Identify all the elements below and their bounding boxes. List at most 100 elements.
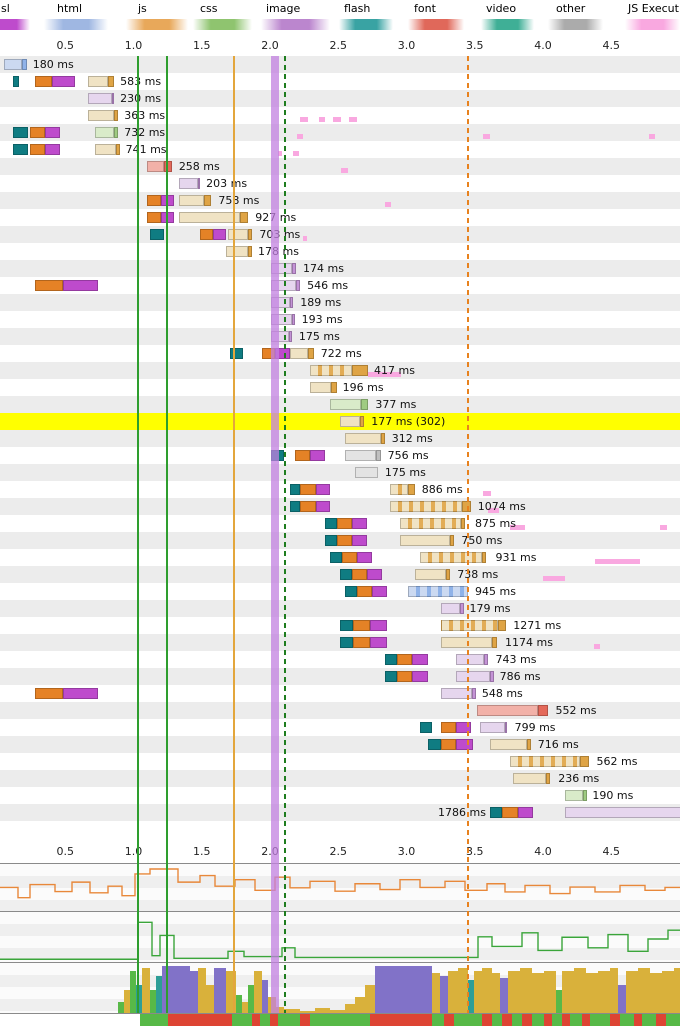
waterfall-row[interactable]: 703 ms: [0, 226, 680, 243]
waterfall-row[interactable]: 179 ms: [0, 600, 680, 617]
request-bar-segment[interactable]: [339, 637, 354, 648]
request-bar-segment[interactable]: [197, 178, 201, 189]
request-bar-segment[interactable]: [29, 127, 45, 138]
request-bar-segment[interactable]: [380, 433, 385, 444]
waterfall-row[interactable]: 363 ms: [0, 107, 680, 124]
request-bar-segment[interactable]: [88, 93, 112, 104]
request-bar-segment[interactable]: [290, 501, 301, 512]
request-bar-segment[interactable]: [489, 807, 503, 818]
waterfall-row[interactable]: 732 ms: [0, 124, 680, 141]
request-bar-segment[interactable]: [353, 637, 370, 648]
request-bar-segment[interactable]: [564, 790, 583, 801]
request-bar-segment[interactable]: [316, 484, 331, 495]
request-bar-segment[interactable]: [407, 586, 468, 597]
request-bar-segment[interactable]: [290, 484, 301, 495]
request-bar-segment[interactable]: [361, 399, 369, 410]
request-bar-segment[interactable]: [35, 688, 63, 699]
request-bar-segment[interactable]: [390, 501, 463, 512]
request-bar-segment[interactable]: [477, 705, 538, 716]
waterfall-row[interactable]: 583 ms: [0, 73, 680, 90]
waterfall-row[interactable]: 716 ms: [0, 736, 680, 753]
request-bar-segment[interactable]: [396, 671, 412, 682]
request-bar-segment[interactable]: [88, 110, 115, 121]
request-bar-segment[interactable]: [178, 212, 240, 223]
request-bar-segment[interactable]: [290, 348, 309, 359]
request-bar-segment[interactable]: [88, 76, 108, 87]
request-bar-segment[interactable]: [271, 263, 292, 274]
request-bar-segment[interactable]: [51, 76, 75, 87]
request-bar-segment[interactable]: [227, 229, 249, 240]
waterfall-row[interactable]: 722 ms: [0, 345, 680, 362]
request-bar-segment[interactable]: [149, 229, 164, 240]
request-bar-segment[interactable]: [455, 722, 471, 733]
request-bar-segment[interactable]: [204, 195, 212, 206]
request-bar-segment[interactable]: [537, 705, 549, 716]
waterfall-row[interactable]: 786 ms: [0, 668, 680, 685]
request-bar-segment[interactable]: [226, 246, 249, 257]
waterfall-row[interactable]: 562 ms: [0, 753, 680, 770]
request-bar-segment[interactable]: [440, 688, 473, 699]
request-bar-segment[interactable]: [489, 739, 527, 750]
request-bar-segment[interactable]: [147, 161, 164, 172]
request-bar-segment[interactable]: [384, 671, 397, 682]
request-bar-segment[interactable]: [345, 586, 358, 597]
request-bar-segment[interactable]: [62, 280, 98, 291]
waterfall-row[interactable]: 177 ms (302): [0, 413, 680, 430]
request-bar-segment[interactable]: [351, 365, 369, 376]
request-bar-segment[interactable]: [366, 569, 382, 580]
waterfall-row[interactable]: 189 ms: [0, 294, 680, 311]
request-bar-segment[interactable]: [480, 722, 505, 733]
request-bar-segment[interactable]: [336, 518, 352, 529]
request-bar-segment[interactable]: [472, 688, 477, 699]
request-bar-segment[interactable]: [294, 450, 310, 461]
request-bar-segment[interactable]: [353, 620, 370, 631]
waterfall-row[interactable]: 738 ms: [0, 566, 680, 583]
waterfall-row[interactable]: 756 ms: [0, 447, 680, 464]
request-bar-segment[interactable]: [579, 756, 590, 767]
waterfall-row[interactable]: 417 ms: [0, 362, 680, 379]
request-bar-segment[interactable]: [35, 280, 63, 291]
request-bar-segment[interactable]: [178, 178, 198, 189]
request-bar-segment[interactable]: [271, 297, 291, 308]
request-bar-segment[interactable]: [21, 59, 28, 70]
request-bar-segment[interactable]: [360, 416, 365, 427]
request-bar-segment[interactable]: [336, 535, 352, 546]
request-bar-segment[interactable]: [239, 212, 249, 223]
waterfall-row[interactable]: 175 ms: [0, 328, 680, 345]
request-bar-segment[interactable]: [420, 552, 482, 563]
request-bar-segment[interactable]: [440, 722, 456, 733]
request-bar-segment[interactable]: [3, 59, 22, 70]
request-bar-segment[interactable]: [345, 450, 377, 461]
waterfall-row[interactable]: 236 ms: [0, 770, 680, 787]
waterfall-row[interactable]: 174 ms: [0, 260, 680, 277]
request-bar-segment[interactable]: [399, 535, 451, 546]
request-bar-segment[interactable]: [396, 654, 412, 665]
request-bar-segment[interactable]: [44, 144, 60, 155]
request-bar-segment[interactable]: [330, 552, 343, 563]
request-bar-segment[interactable]: [147, 212, 161, 223]
request-bar-segment[interactable]: [114, 110, 119, 121]
request-bar-segment[interactable]: [115, 144, 120, 155]
request-bar-segment[interactable]: [324, 535, 337, 546]
request-bar-segment[interactable]: [13, 76, 19, 87]
request-bar-segment[interactable]: [411, 671, 429, 682]
request-bar-segment[interactable]: [502, 807, 519, 818]
request-bar-segment[interactable]: [178, 195, 205, 206]
waterfall-row[interactable]: 193 ms: [0, 311, 680, 328]
waterfall-row[interactable]: 945 ms: [0, 583, 680, 600]
request-bar-segment[interactable]: [351, 518, 367, 529]
request-bar-segment[interactable]: [291, 314, 295, 325]
request-bar-segment[interactable]: [248, 229, 253, 240]
request-bar-segment[interactable]: [295, 280, 301, 291]
request-bar-segment[interactable]: [414, 569, 447, 580]
request-bar-segment[interactable]: [163, 161, 172, 172]
request-bar-segment[interactable]: [289, 331, 292, 342]
waterfall-row[interactable]: 178 ms: [0, 243, 680, 260]
waterfall-row[interactable]: 190 ms: [0, 787, 680, 804]
request-bar-segment[interactable]: [309, 450, 325, 461]
waterfall-row[interactable]: 312 ms: [0, 430, 680, 447]
waterfall-row[interactable]: 750 ms: [0, 532, 680, 549]
request-bar-segment[interactable]: [518, 807, 534, 818]
request-bar-segment[interactable]: [411, 654, 429, 665]
waterfall-row[interactable]: 258 ms: [0, 158, 680, 175]
